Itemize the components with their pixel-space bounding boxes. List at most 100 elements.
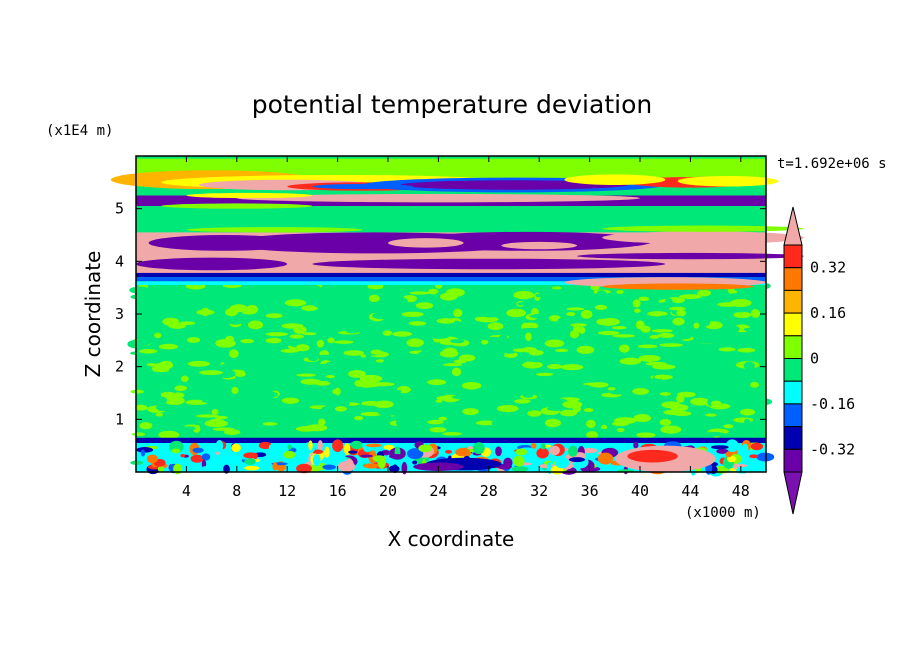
field-speckle: [638, 296, 650, 301]
field-speckle: [547, 406, 565, 411]
colorbar-cell: [783, 426, 803, 450]
field-speckle: [435, 399, 443, 403]
field-speckle: [373, 309, 392, 315]
upper-warm-layer: [236, 193, 640, 203]
field-speckle: [225, 335, 235, 343]
boundary-eddy: [526, 457, 533, 462]
boundary-eddy: [581, 447, 598, 454]
lower-cold-band: [136, 437, 766, 444]
field-speckle: [750, 309, 761, 318]
field-speckle: [247, 320, 264, 330]
field-speckle: [513, 290, 535, 300]
boundary-eddy: [750, 442, 764, 451]
field-speckle: [451, 367, 462, 377]
field-speckle: [665, 298, 673, 304]
field-speckle: [227, 316, 244, 325]
field-speckle: [244, 399, 254, 405]
field-speckle: [657, 333, 675, 338]
field-speckle: [240, 339, 255, 344]
field-speckle: [522, 393, 534, 398]
field-speckle: [212, 427, 235, 432]
boundary-eddy: [171, 448, 181, 454]
colorbar-label: 0.32: [810, 259, 846, 277]
field-speckle: [487, 322, 504, 331]
field-speckle: [503, 298, 511, 307]
field-speckle: [602, 419, 614, 425]
x-tick-label: 28: [480, 482, 498, 500]
field-speckle: [290, 356, 301, 365]
field-speckle: [360, 411, 382, 417]
field-speckle: [358, 334, 369, 340]
field-speckle: [521, 346, 537, 353]
boundary-eddy: [555, 457, 570, 469]
x-tick-label: 8: [232, 482, 241, 500]
boundary-eddy: [401, 461, 408, 475]
field-speckle: [659, 343, 684, 347]
field-speckle: [651, 329, 674, 333]
boundary-eddy: [157, 465, 165, 472]
field-speckle: [248, 354, 257, 358]
boundary-eddy: [296, 463, 312, 474]
field-speckle: [442, 363, 463, 367]
x-tick-label: 12: [278, 482, 296, 500]
x-tick-label: 24: [429, 482, 447, 500]
field-speckle: [555, 348, 569, 353]
field-speckle: [671, 329, 683, 336]
field-speckle: [194, 322, 214, 330]
boundary-eddy: [606, 464, 616, 472]
field-speckle: [370, 382, 395, 387]
colorbar-cell: [783, 335, 803, 359]
field-speckle: [654, 374, 664, 379]
field-speckle: [691, 415, 707, 419]
field-speckle: [428, 288, 439, 295]
field-speckle: [514, 399, 531, 404]
boundary-eddy: [412, 460, 418, 465]
field-speckle: [729, 399, 751, 409]
field-speckle: [171, 392, 185, 399]
field-speckle: [743, 327, 762, 332]
field-speckle: [416, 392, 438, 399]
field-speckle: [582, 358, 590, 363]
field-speckle: [441, 431, 462, 436]
field-speckle: [522, 322, 539, 330]
field-speckle: [149, 358, 162, 364]
y-axis-label: Z coordinate: [81, 251, 105, 378]
field-speckle: [186, 337, 201, 343]
field-speckle: [557, 316, 575, 325]
field-speckle: [462, 408, 479, 415]
field-speckle: [349, 343, 358, 349]
field-speckle: [612, 334, 636, 338]
field-speckle: [755, 398, 773, 406]
field-speckle: [475, 389, 487, 394]
field-speckle: [325, 375, 336, 379]
colorbar-label: 0: [810, 350, 819, 368]
field-speckle: [368, 294, 380, 303]
boundary-eddy: [343, 443, 351, 456]
field-speckle: [141, 396, 157, 406]
field-speckle: [317, 330, 338, 335]
field-speckle: [580, 309, 593, 319]
field-speckle: [531, 339, 540, 349]
field-speckle: [375, 359, 384, 363]
boundary-eddy: [231, 443, 241, 453]
boundary-eddy: [244, 458, 256, 465]
field-speckle: [470, 299, 480, 305]
field-speckle: [535, 372, 554, 377]
y-ticks: 1 2 3 4 5: [115, 200, 766, 428]
field-speckle: [199, 370, 223, 376]
field-speckle: [566, 311, 576, 317]
colorbar-cell: [783, 267, 803, 291]
field-speckle: [586, 431, 599, 439]
field-speckle: [159, 360, 174, 370]
field-speckle: [252, 342, 265, 352]
field-speckle: [429, 426, 447, 433]
field-speckle: [183, 426, 196, 431]
field-speckle: [313, 301, 327, 308]
field-speckle: [207, 418, 226, 426]
colorbar-label: -0.32: [810, 440, 855, 458]
field-speckle: [616, 289, 624, 295]
x-tick-label: 20: [379, 482, 397, 500]
field-speckle: [160, 391, 176, 398]
field-speckle: [700, 304, 721, 310]
field-speckle: [345, 327, 360, 334]
